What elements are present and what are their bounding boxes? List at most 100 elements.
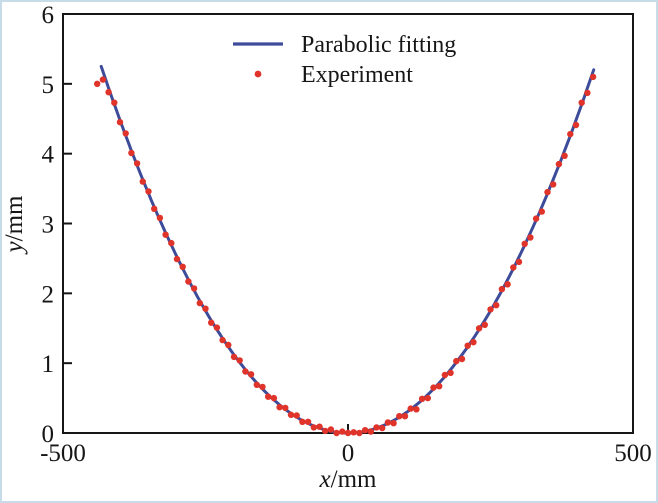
experiment-point [299, 418, 306, 425]
experiment-point [230, 353, 238, 361]
y-tick-label: 3 [42, 212, 55, 239]
y-tick-label: 6 [42, 2, 55, 29]
experiment-point [379, 424, 386, 432]
experiment-point [265, 393, 272, 400]
experiment-point [293, 412, 300, 419]
y-tick-label: 2 [42, 281, 55, 308]
experiment-point [304, 418, 312, 425]
experiment-point [173, 255, 181, 263]
experiment-point [242, 368, 249, 375]
legend-dot-sample [254, 70, 262, 78]
experiment-point [133, 160, 141, 167]
experiment-point [373, 424, 380, 431]
experiment-point [453, 357, 460, 365]
experiment-point [350, 429, 357, 436]
experiment-point [538, 208, 545, 215]
experiment-point [94, 80, 101, 88]
experiment-point [111, 99, 118, 106]
experiment-point [259, 383, 266, 391]
experiment-point [418, 395, 426, 402]
experiment-point [493, 302, 500, 309]
experiment-point [578, 99, 585, 106]
experiment-point [521, 240, 528, 247]
x-tick-label: 0 [342, 440, 355, 467]
experiment-point [139, 178, 146, 185]
experiment-point [458, 355, 466, 363]
legend-label-parabolic-fitting: Parabolic fitting [301, 32, 456, 58]
experiment-point [99, 76, 107, 83]
experiment-point [550, 181, 557, 188]
experiment-point [168, 239, 175, 247]
experiment-point [555, 160, 563, 168]
experiment-point [367, 428, 374, 435]
experiment-point [390, 420, 397, 427]
experiment-point [504, 281, 511, 288]
y-axis-label: y/mm [1, 195, 28, 256]
experiment-point [475, 325, 483, 332]
experiment-point [470, 339, 477, 346]
experiment-point [247, 371, 255, 378]
experiment-point [510, 264, 517, 271]
experiment-point [179, 263, 186, 270]
experiment-point [396, 413, 403, 420]
experiment-point [589, 73, 597, 81]
y-tick-label: 5 [42, 72, 55, 99]
experiment-point [436, 383, 443, 390]
experiment-point [430, 384, 437, 391]
experiment-point [213, 324, 221, 331]
experiment-point [544, 188, 551, 196]
experiment-point [253, 381, 260, 388]
experiment-point [498, 285, 506, 293]
experiment-point [282, 404, 289, 412]
experiment-point [532, 215, 540, 222]
experiment-point [339, 428, 346, 435]
y-tick-label: 0 [42, 421, 55, 448]
experiment-point [190, 285, 198, 292]
experiment-point [287, 411, 295, 418]
experiment-point [424, 394, 431, 402]
x-tick-label: 500 [614, 440, 652, 467]
experiment-point [151, 205, 158, 212]
experiment-point [515, 258, 523, 266]
experiment-point [156, 214, 164, 222]
experiment-point [276, 404, 283, 411]
experiment-point [401, 413, 409, 420]
experiment-point [333, 429, 340, 437]
experiment-point [105, 89, 112, 96]
experiment-point [202, 305, 209, 312]
experiment-point [356, 429, 363, 437]
experiment-point [464, 342, 471, 349]
experiment-point [527, 234, 534, 241]
experiment-point [561, 152, 568, 159]
x-tick-label: -500 [40, 440, 86, 467]
experiment-point [441, 371, 449, 379]
experiment-point [407, 405, 414, 412]
experiment-point [185, 278, 192, 285]
experiment-point [344, 429, 352, 437]
experiment-point [584, 89, 591, 97]
experiment-point [361, 427, 369, 434]
experiment-point [481, 321, 488, 328]
y-tick-label: 1 [42, 351, 55, 378]
experiment-point [162, 231, 169, 238]
experiment-point [327, 426, 335, 433]
experiment-point [236, 357, 243, 364]
experiment-point [322, 427, 329, 435]
experiment-point [270, 394, 278, 402]
experiment-point [225, 341, 232, 349]
experiment-point [384, 419, 392, 426]
experiment-point [128, 149, 135, 157]
experiment-point [447, 369, 454, 377]
experiment-point [116, 119, 124, 126]
x-axis-label: x/mm [319, 466, 378, 493]
experiment-point [567, 130, 574, 138]
experiment-point [316, 423, 323, 430]
experiment-points [94, 73, 597, 437]
experiment-point [572, 121, 580, 129]
experiment-point [487, 306, 494, 313]
y-tick-label: 4 [42, 142, 55, 169]
experiment-point [145, 188, 152, 195]
experiment-point [310, 424, 317, 431]
